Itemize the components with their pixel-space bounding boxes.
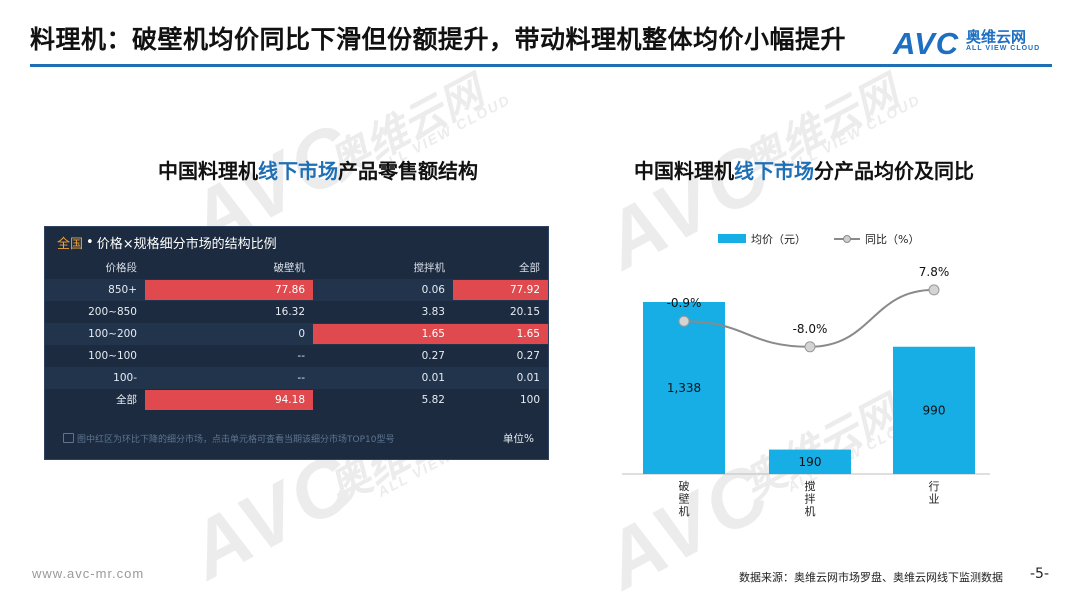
right-title-suffix: 分产品均价及同比 <box>814 159 974 183</box>
column-header[interactable]: 破壁机 <box>273 262 306 274</box>
logo-cn-text: 奥维云网 <box>966 28 1027 46</box>
left-title-suffix: 产品零售额结构 <box>338 159 478 183</box>
table-header-text: 价格×规格细分市场的结构比例 <box>96 236 277 252</box>
yoy-point <box>678 315 690 327</box>
x-tick-label: 行业 <box>929 480 940 506</box>
left-title-highlight: 线下市场 <box>258 159 338 183</box>
x-tick-label: 破壁机 <box>679 479 690 518</box>
table-cell[interactable]: 0.06 <box>421 284 445 296</box>
price-segment-label: 100~100 <box>88 350 137 362</box>
page-title: 料理机：破壁机均价同比下滑但份额提升，带动料理机整体均价小幅提升 <box>30 25 847 54</box>
table-cell[interactable]: 1.65 <box>313 324 453 344</box>
right-panel-title: 中国料理机线下市场分产品均价及同比 <box>634 155 974 184</box>
table-cell[interactable]: 0.27 <box>421 350 445 362</box>
table-cell[interactable]: 3.83 <box>421 306 445 318</box>
scope-label: 全国 <box>57 236 84 252</box>
legend-label: 同比（%） <box>865 233 919 246</box>
table-cell[interactable]: 0.01 <box>421 372 445 384</box>
table-cell[interactable]: 16.32 <box>274 306 305 318</box>
left-panel-title: 中国料理机线下市场产品零售额结构 <box>158 155 478 184</box>
yoy-point <box>928 284 940 296</box>
right-title-highlight: 线下市场 <box>734 159 814 183</box>
yoy-point <box>804 341 816 353</box>
price-chart: 均价（元） 同比（%） 1,338 190 990 破壁机 搅拌机 行业 -0.9% -8.0% 7… <box>622 233 990 518</box>
table-cell[interactable]: 0.01 <box>516 372 540 384</box>
price-segment-label: 850+ <box>108 284 137 296</box>
table-cell[interactable]: 77.86 <box>145 280 313 300</box>
footer-url[interactable]: www.avc-mr.com <box>32 566 145 581</box>
table-unit: 单位% <box>503 433 534 445</box>
yoy-value-label: -0.9% <box>667 296 702 310</box>
price-segment-label: 100~200 <box>88 328 137 340</box>
table-cell[interactable]: 94.18 <box>145 390 313 410</box>
bar <box>893 346 975 474</box>
price-segment-label: 100- <box>113 372 137 384</box>
left-title-prefix: 中国料理机 <box>158 159 258 183</box>
table-header: 全国 • 价格×规格细分市场的结构比例 <box>45 227 548 257</box>
avc-logo: AVC 奥维云网 ALL VIEW CLOUD <box>893 26 1063 61</box>
right-title-prefix: 中国料理机 <box>634 159 734 183</box>
table-row <box>45 367 548 389</box>
header-bullet: • <box>86 234 94 250</box>
table-cell[interactable]: 5.82 <box>421 394 445 406</box>
table-cell[interactable]: 0.27 <box>516 350 540 362</box>
data-source: 数据来源：奥维云网市场罗盘、奥维云网线下监测数据 <box>739 571 1003 584</box>
legend-swatch-marker <box>843 235 851 243</box>
table-cell[interactable]: -- <box>297 350 305 362</box>
bar <box>769 449 851 474</box>
price-segment-label: 200~850 <box>88 306 137 318</box>
table-cell[interactable]: 77.92 <box>453 280 548 300</box>
table-cell[interactable]: 20.15 <box>509 306 540 318</box>
page-number: -5- <box>1030 566 1050 582</box>
x-tick-label: 搅拌机 <box>805 479 816 518</box>
table-cell[interactable]: 100 <box>519 394 540 406</box>
legend-label: 均价（元） <box>751 233 806 246</box>
bar <box>643 302 725 474</box>
yoy-value-label: -8.0% <box>793 322 828 336</box>
table-note-text: 图中红区为环比下降的细分市场，点击单元格可查看当期该细分市场TOP10型号 <box>77 435 395 445</box>
yoy-value-label: 7.8% <box>919 265 950 279</box>
legend-swatch-bar <box>718 234 746 243</box>
price-segment-label: 全部 <box>116 394 137 406</box>
bar-value-label: 990 <box>923 403 946 417</box>
column-header[interactable]: 搅拌机 <box>413 262 446 274</box>
table-note: 图中红区为环比下降的细分市场，点击单元格可查看当期该细分市场TOP10型号 <box>63 432 394 445</box>
table-cell[interactable]: 0 <box>298 328 305 340</box>
column-header[interactable]: 全部 <box>519 262 540 274</box>
bar-value-label: 1,338 <box>667 381 701 395</box>
structure-table-panel: 全国 • 价格×规格细分市场的结构比例 价格段 破壁机 搅拌机 全部 850+ 77.86… <box>44 226 549 460</box>
comment-icon <box>63 433 74 443</box>
column-header: 价格段 <box>105 262 138 274</box>
logo-en-text: ALL VIEW CLOUD <box>966 45 1041 52</box>
title-divider <box>30 64 1052 67</box>
logo-mark: AVC <box>893 26 960 61</box>
table-cell[interactable]: 1.65 <box>453 324 548 344</box>
table-cell[interactable]: -- <box>297 372 305 384</box>
bar-value-label: 190 <box>799 455 822 469</box>
